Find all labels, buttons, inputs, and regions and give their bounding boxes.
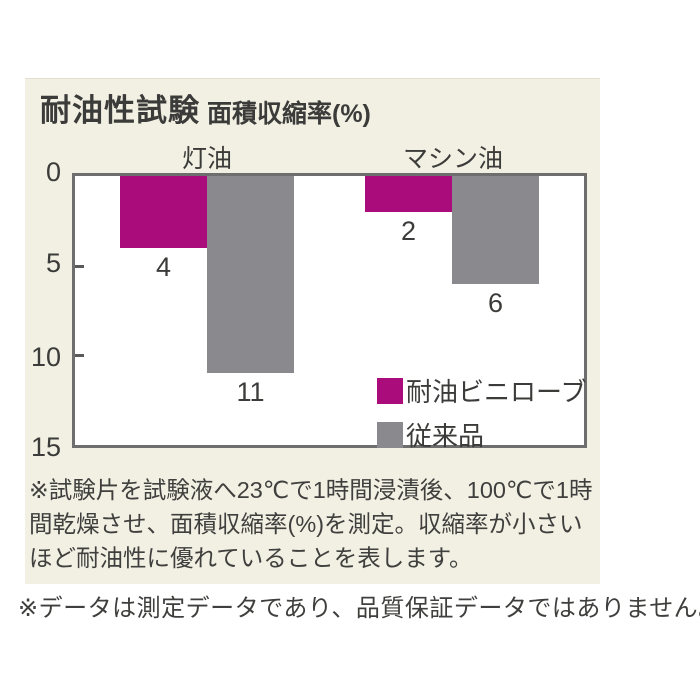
chart-subtitle: 面積収縮率(%)	[207, 100, 371, 128]
chart-title: 耐油性試験	[40, 93, 200, 128]
category-label-kerosene: 灯油	[181, 145, 233, 173]
y-axis-tick-mark-5	[75, 265, 84, 268]
bar-machine-oil-conventional	[452, 176, 539, 284]
bar-machine-oil-vinylobe	[365, 176, 452, 212]
data-disclaimer-note: ※データは測定データであり、品質保証データではありません。	[18, 595, 700, 622]
legend-swatch-conventional	[377, 421, 403, 448]
bar-value-label: 11	[236, 377, 265, 407]
legend-row-vinylobe: 耐油ビニローブ	[377, 372, 586, 409]
bar-group-kerosene-vinylobe: 4	[120, 176, 207, 281]
y-axis-tick-label-5: 5	[45, 247, 61, 278]
legend-label-vinylobe: 耐油ビニローブ	[406, 377, 587, 407]
y-axis-tick-label-15: 15	[30, 431, 61, 462]
bar-group-machine-oil-conventional: 6	[452, 176, 539, 317]
plot-area: 4 11 2 6 耐油ビニローブ 従来品	[72, 173, 587, 451]
footnote-line-2: 間乾燥させ、面積収縮率(%)を測定。収縮率が小さい	[29, 511, 583, 537]
y-axis-tick-label-10: 10	[30, 341, 61, 372]
bar-kerosene-vinylobe	[120, 176, 207, 248]
oil-resistance-test-card: 耐油性試験 面積収縮率(%) 灯油 マシン油 0 5 10 15 4 11 2	[25, 78, 600, 584]
y-axis-tick-label-0: 0	[45, 156, 61, 187]
footnote-line-3: ほど耐油性に優れていることを表します。	[29, 545, 473, 571]
y-axis-tick-mark-10	[75, 354, 84, 357]
category-label-machine-oil: マシン油	[402, 145, 504, 173]
legend: 耐油ビニローブ 従来品	[377, 372, 586, 453]
bar-kerosene-conventional	[207, 176, 294, 373]
bar-value-label: 6	[487, 288, 504, 318]
bar-group-kerosene-conventional: 11	[207, 176, 294, 406]
footnote-line-1: ※試験片を試験液へ23℃で1時間浸漬後、100℃で1時	[29, 477, 593, 503]
legend-swatch-vinylobe	[377, 377, 403, 404]
bar-value-label: 2	[400, 216, 417, 246]
bar-value-label: 4	[155, 252, 172, 282]
legend-label-conventional: 従来品	[406, 421, 485, 451]
test-method-footnote: ※試験片を試験液へ23℃で1時間浸漬後、100℃で1時 間乾燥させ、面積収縮率(…	[29, 473, 597, 575]
legend-row-conventional: 従来品	[377, 416, 586, 453]
bar-group-machine-oil-vinylobe: 2	[365, 176, 452, 245]
